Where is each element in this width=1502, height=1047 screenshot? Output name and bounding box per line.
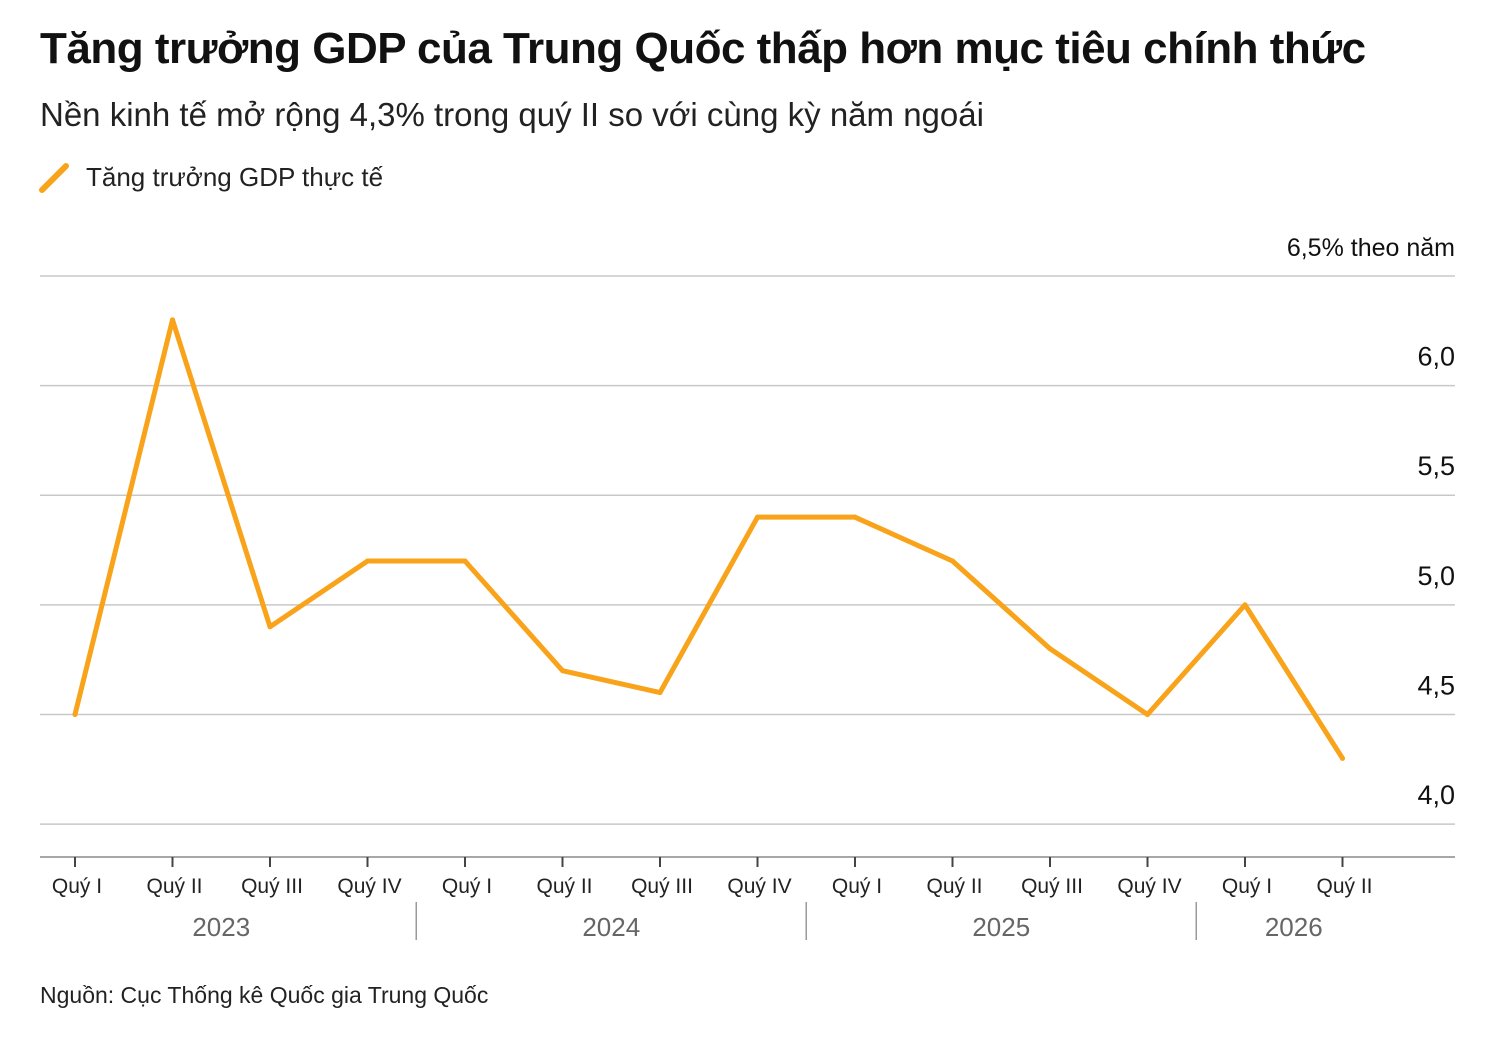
x-tick-label: Quý III <box>1021 875 1083 898</box>
data-point <box>1340 755 1345 761</box>
legend: Tăng trưởng GDP thực tế <box>38 160 383 194</box>
y-tick-label: 5,5 <box>1417 451 1455 481</box>
data-point <box>267 624 273 630</box>
data-point <box>462 558 468 564</box>
data-point <box>365 558 370 564</box>
year-label: 2023 <box>192 912 250 942</box>
data-point <box>1242 602 1248 608</box>
x-tick-label: Quý IV <box>1117 875 1181 898</box>
x-tick-label: Quý III <box>241 875 303 898</box>
x-tick-label: Quý IV <box>337 875 401 898</box>
data-point <box>1047 646 1053 652</box>
x-tick-label: Quý II <box>536 875 592 898</box>
year-label: 2025 <box>972 912 1030 942</box>
legend-swatch <box>39 163 69 193</box>
x-tick-label: Quý II <box>926 875 982 898</box>
year-label: 2026 <box>1265 912 1323 942</box>
x-tick-label: Quý IV <box>727 875 791 898</box>
data-point <box>170 317 175 323</box>
legend-label: Tăng trưởng GDP thực tế <box>86 161 384 192</box>
y-tick-label: 6,0 <box>1417 342 1455 372</box>
x-tick-label: Quý I <box>442 875 492 898</box>
x-tick-label: Quý I <box>832 875 882 898</box>
data-point <box>755 514 760 520</box>
y-tick-label: 4,0 <box>1417 780 1455 810</box>
chart-subtitle: Nền kinh tế mở rộng 4,3% trong quý II so… <box>40 96 984 133</box>
series-line <box>72 317 1345 761</box>
data-point <box>560 668 565 674</box>
data-point <box>1145 711 1150 717</box>
x-tick-label: Quý I <box>52 875 102 898</box>
y-tick-label: 6,5% theo năm <box>1287 234 1455 262</box>
data-point <box>72 711 78 717</box>
x-tick-label: Quý II <box>1316 875 1372 898</box>
y-tick-label: 4,5 <box>1417 670 1455 700</box>
x-tick-label: Quý II <box>146 875 202 898</box>
x-tick-label: Quý I <box>1222 875 1272 898</box>
x-tick-label: Quý III <box>631 875 693 898</box>
y-tick-label: 5,0 <box>1417 561 1455 591</box>
data-point <box>852 514 858 520</box>
data-point <box>657 690 663 696</box>
chart-title: Tăng trưởng GDP của Trung Quốc thấp hơn … <box>40 24 1366 73</box>
year-label: 2024 <box>582 912 640 942</box>
data-point <box>950 558 955 564</box>
source-note: Nguồn: Cục Thống kê Quốc gia Trung Quốc <box>40 982 489 1008</box>
